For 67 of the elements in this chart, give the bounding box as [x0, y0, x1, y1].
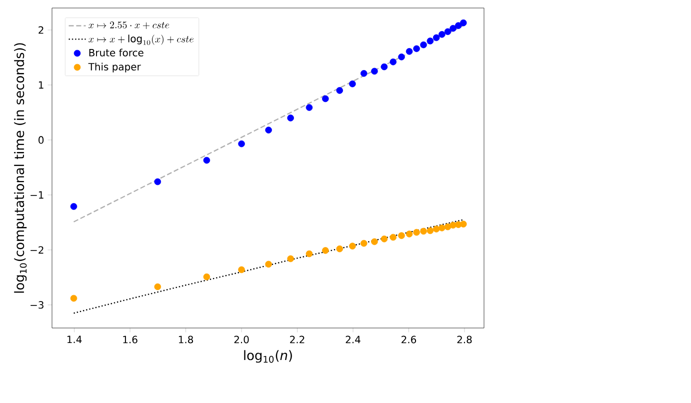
- point: [349, 242, 356, 250]
- point: [336, 87, 344, 94]
- point: [371, 68, 378, 75]
- x-tick-label: 2.4: [346, 336, 360, 344]
- point: [322, 95, 329, 102]
- x-tick-label: 1.4: [67, 336, 82, 344]
- point: [432, 226, 440, 232]
- point: [413, 228, 420, 236]
- point: [203, 273, 210, 280]
- point: [306, 250, 313, 258]
- point: [438, 224, 446, 232]
- point: [203, 156, 210, 164]
- y-tick-label: 2: [38, 26, 44, 34]
- point: [398, 232, 405, 240]
- x-tick-label: 2.6: [402, 336, 416, 344]
- point: [406, 230, 413, 238]
- y-tick-label: 0: [38, 136, 44, 144]
- point: [438, 30, 446, 38]
- y-tick-label: −1: [30, 191, 44, 199]
- legend-label: Brute force: [89, 48, 144, 56]
- y-tick-label: 1: [38, 81, 44, 89]
- point: [450, 24, 456, 32]
- point: [349, 80, 356, 88]
- point: [371, 238, 378, 246]
- point: [287, 255, 294, 262]
- point: [380, 63, 388, 70]
- point: [265, 126, 272, 134]
- point: [444, 28, 452, 36]
- y-axis-title: log$_{10}$(computational time (in seconds)): [14, 43, 27, 293]
- point: [238, 140, 245, 148]
- point: [413, 45, 420, 52]
- point: [420, 228, 427, 235]
- point: [322, 247, 329, 254]
- y-tick-label: −2: [30, 246, 44, 254]
- x-tick-label: 1.8: [178, 336, 194, 344]
- point: [390, 234, 397, 241]
- point: [426, 38, 434, 44]
- x-tick-label: 1.6: [123, 336, 138, 344]
- x-axis-title: log$_{10}$(n): [244, 350, 292, 363]
- legend-label: $x \mapsto x + \log_{10}(x) + cste$: [88, 34, 194, 45]
- legend-label: $x \mapsto 2.55 \cdot x + cste$: [88, 22, 170, 30]
- point: [70, 203, 78, 210]
- point: [360, 240, 368, 247]
- y-tick-label: −3: [30, 301, 44, 309]
- point: [265, 260, 272, 268]
- point: [306, 104, 313, 111]
- x-tick-label: 2.2: [290, 336, 304, 344]
- point: [154, 283, 162, 290]
- point: [287, 114, 294, 122]
- point: [380, 236, 388, 242]
- x-tick-label: 2.0: [234, 336, 249, 344]
- point: [336, 245, 344, 252]
- x-tick-label: 2.8: [457, 336, 472, 344]
- point: [398, 54, 405, 60]
- point: [460, 220, 467, 228]
- point: [406, 48, 413, 55]
- point: [460, 19, 467, 26]
- point: [154, 178, 162, 186]
- legend-label: This paper: [88, 62, 141, 72]
- point: [360, 70, 368, 77]
- point: [238, 266, 245, 274]
- point: [426, 227, 434, 234]
- point: [454, 22, 462, 29]
- point: [420, 41, 427, 48]
- point: [432, 34, 440, 42]
- point: [70, 294, 78, 302]
- point: [390, 58, 397, 66]
